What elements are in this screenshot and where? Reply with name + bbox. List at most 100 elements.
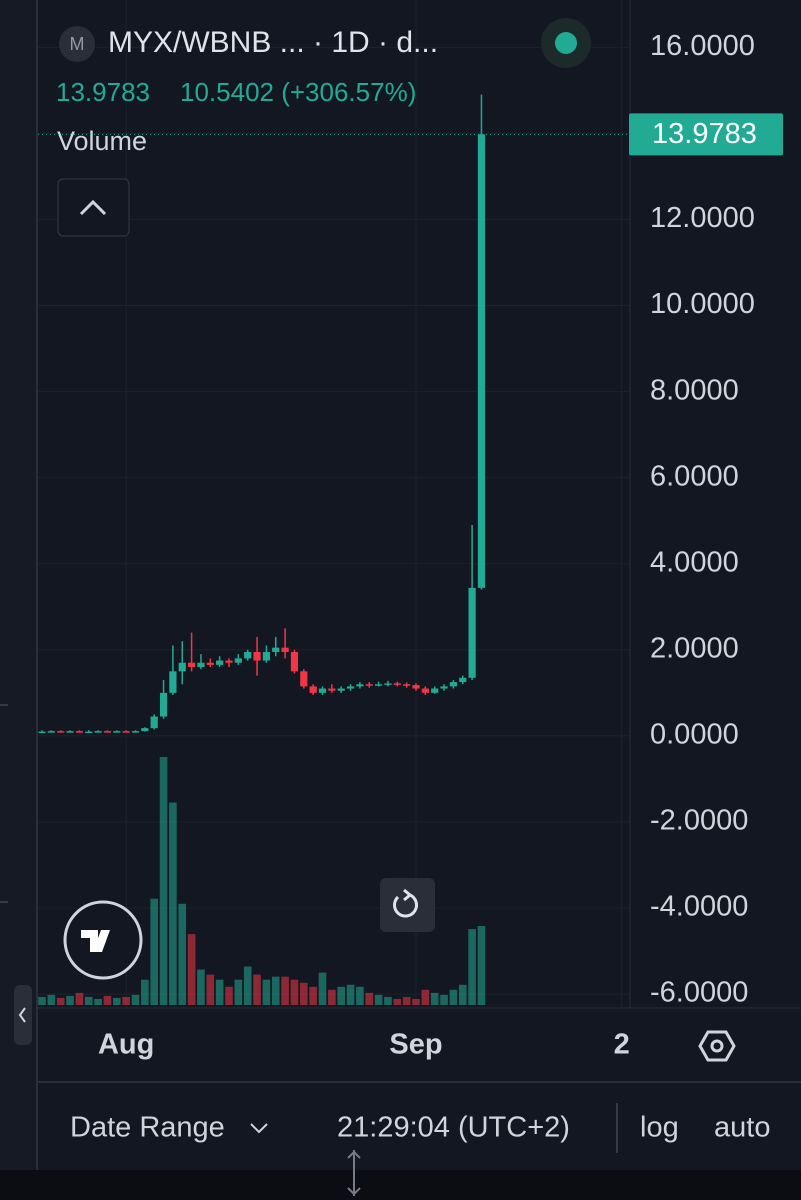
- y-tick-label: -2.0000: [650, 805, 748, 837]
- volume-bar: [290, 979, 299, 1005]
- volume-bar: [262, 979, 271, 1005]
- candle-body: [141, 728, 149, 732]
- volume-bar: [38, 996, 46, 1005]
- volume-bar: [449, 989, 458, 1005]
- y-tick-label: -4.0000: [650, 891, 748, 923]
- bottom-strip: [0, 1170, 801, 1200]
- candle-body: [318, 688, 327, 693]
- candle-body: [440, 686, 448, 689]
- reset-icon: [393, 893, 418, 918]
- candle-body: [449, 682, 457, 687]
- candle-body: [47, 731, 55, 733]
- candle-layer: [38, 94, 486, 734]
- volume-bar: [430, 992, 439, 1005]
- volume-bar: [458, 984, 467, 1005]
- candle-body: [290, 651, 299, 672]
- volume-bar: [300, 982, 308, 1005]
- tv-logo-dot: [100, 930, 108, 938]
- volume-layer: [38, 757, 486, 1005]
- candle-body: [94, 731, 102, 733]
- candle-body: [346, 686, 355, 689]
- volume-bar: [150, 898, 158, 1005]
- y-tick-label: 8.0000: [650, 374, 739, 406]
- candle-body: [393, 683, 401, 685]
- candle-body: [328, 688, 336, 691]
- candle-body: [403, 684, 411, 686]
- candle-body: [66, 731, 74, 733]
- volume-bar: [253, 974, 261, 1005]
- volume-bar: [365, 992, 374, 1005]
- last-price: 13.9783: [56, 77, 150, 107]
- candle-body: [103, 731, 112, 733]
- candle-body: [216, 660, 224, 665]
- candle-body: [272, 647, 280, 652]
- volume-bar: [47, 994, 56, 1005]
- candle-body: [197, 662, 205, 668]
- clock: 21:29:04 (UTC+2): [337, 1112, 570, 1144]
- settings-button[interactable]: [698, 1030, 736, 1062]
- candle-body: [421, 688, 429, 693]
- candle-body: [85, 731, 93, 734]
- candle-body: [159, 692, 168, 717]
- log-button[interactable]: log: [640, 1112, 679, 1144]
- volume-bar: [384, 996, 392, 1005]
- date-range-button[interactable]: Date Range: [70, 1112, 225, 1144]
- candle-body: [281, 647, 289, 652]
- candle-body: [356, 684, 364, 687]
- y-tick-label: 4.0000: [650, 546, 739, 578]
- volume-bar: [215, 979, 224, 1005]
- price-change: 10.5402 (+306.57%): [180, 77, 416, 107]
- volume-bar: [393, 998, 402, 1005]
- candle-body: [477, 134, 486, 588]
- chevron-up: [79, 199, 107, 216]
- candle-body: [178, 662, 186, 672]
- candle-body: [57, 731, 65, 733]
- status-dot: [555, 32, 577, 54]
- volume-bar: [440, 994, 448, 1005]
- candle-body: [131, 731, 140, 733]
- date-range-chevron: [250, 1123, 268, 1134]
- volume-bar: [103, 995, 112, 1005]
- candle-body: [150, 716, 158, 729]
- candle-body: [225, 660, 233, 663]
- symbol-icon: [59, 26, 95, 62]
- symbol-title[interactable]: MYX/WBNB ... · 1D · d...: [108, 26, 438, 59]
- candle-body: [468, 587, 476, 678]
- volume-bar: [94, 998, 102, 1005]
- collapse-button[interactable]: [57, 178, 130, 237]
- volume-bar: [122, 996, 130, 1005]
- settings-icon: [710, 1039, 724, 1053]
- candle-body: [253, 651, 261, 661]
- volume-bar: [159, 757, 168, 1005]
- reset-button[interactable]: [380, 878, 435, 932]
- y-tick-label: 10.0000: [650, 288, 755, 320]
- candle-body: [300, 671, 308, 687]
- candle-body: [384, 683, 392, 685]
- volume-bar: [234, 979, 243, 1005]
- volume-bar: [131, 994, 140, 1005]
- volume-bar: [328, 989, 336, 1005]
- candle-body: [365, 684, 373, 686]
- volume-bar: [197, 969, 205, 1005]
- candle-body: [459, 677, 467, 683]
- y-tick-label: 0.0000: [650, 719, 739, 751]
- volume-bar: [56, 997, 65, 1005]
- volume-bar: [468, 929, 476, 1005]
- volume-bar: [412, 998, 420, 1005]
- grid: [38, 0, 630, 1008]
- reset-arrow: [403, 888, 413, 902]
- candle-body: [375, 684, 383, 686]
- last-price-tag: [629, 113, 783, 156]
- volume-bar: [356, 986, 364, 1005]
- volume-bar: [113, 997, 121, 1005]
- candle-body: [169, 671, 177, 693]
- candle-body: [75, 731, 83, 733]
- x-tick-label: Sep: [389, 1029, 442, 1061]
- volume-bar: [206, 974, 215, 1005]
- volume-label: Volume: [57, 126, 147, 156]
- candle-body: [234, 658, 242, 663]
- auto-button[interactable]: auto: [714, 1112, 770, 1144]
- resize-down: [347, 1187, 361, 1196]
- side-toggle[interactable]: [14, 985, 32, 1045]
